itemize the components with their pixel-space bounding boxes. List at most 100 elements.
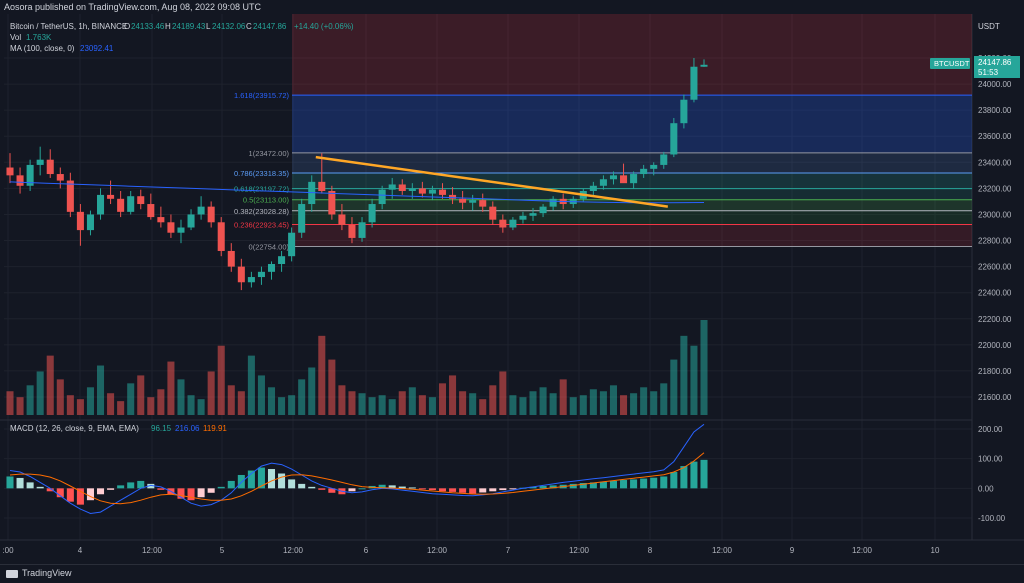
candle-body [328,190,336,215]
chart-canvas[interactable]: 1.618(23915.72) 1(23472.00) 0.786(23318.35… [0,14,1024,564]
candle-body [358,222,366,238]
macd-line-value: 216.06 [175,424,200,433]
macd-histogram-bar [499,488,507,491]
price-tick-label: 22000.00 [978,341,1012,350]
macd-tick-label: 0.00 [978,484,994,493]
candle-body [288,232,296,257]
macd-histogram-bar [227,480,235,489]
macd-histogram-bar [6,476,14,489]
macd-histogram-bar [46,488,54,492]
macd-histogram-bar [479,488,487,493]
fib-zone [292,199,972,211]
candle-body [237,266,245,283]
publisher-text: Aosora published on TradingView.com, Aug… [4,2,262,12]
volume-bar [549,393,557,415]
candle-body [26,164,34,186]
volume-bar [97,365,105,415]
macd-histogram-bar [459,488,467,493]
ohlc-close: 24147.86 [253,22,287,31]
macd-histogram-bar [589,482,597,489]
volume-bar [519,397,527,415]
ohlc-low: 24132.06 [212,22,246,31]
ma-label: MA (100, close, 0) [10,44,75,53]
candlesticks[interactable] [6,58,708,291]
volume-bar [298,379,306,415]
macd-histogram-bar [197,488,205,498]
time-tick-label: 6 [364,546,369,555]
volume-bar [137,375,145,415]
branding-text[interactable]: TradingView [22,568,72,578]
macd-histogram-bar [620,480,628,489]
ohlc-high-label: H [165,22,171,31]
macd-histogram-bar [187,488,195,501]
candle-body [640,168,648,175]
volume-bar [107,393,115,415]
ohlc-close-label: C [246,22,252,31]
macd-histogram-bar [26,482,34,489]
volume-bar [620,395,628,415]
time-tick-label: 9 [790,546,795,555]
candle-body [66,180,74,212]
macd-histogram-bar [449,488,457,492]
macd-histogram-bar [640,478,648,489]
macd-histogram-bar [328,488,336,493]
candle-body [16,175,24,186]
volume-bar [529,391,537,415]
volume-bar [117,401,125,415]
time-tick-label: 12:00 [569,546,590,555]
ma-value: 23092.41 [80,44,114,53]
volume-bar [278,397,286,415]
volume-bar [579,395,587,415]
volume-bar [227,385,235,415]
volume-bar [499,371,507,415]
tradingview-logo-icon [6,570,18,578]
macd-histogram-bar [539,485,547,489]
volume-bar [398,391,406,415]
bar-countdown: 51:53 [978,68,999,77]
candle-body [650,164,658,169]
price-tick-label: 23800.00 [978,106,1012,115]
volume-bar [358,393,366,415]
candle-body [489,206,497,220]
volume-bar [700,320,708,415]
fibonacci-retracement[interactable]: 1.618(23915.72) 1(23472.00) 0.786(23318.35… [234,14,972,252]
volume-bars [6,320,708,415]
volume-bar [217,345,225,415]
fib-level-label: 0.382(23028.28) [234,207,290,216]
macd-histogram-bar [308,486,316,489]
candle-body [620,175,628,184]
candle-body [267,264,276,272]
candle-body [6,167,14,176]
volume-bar [378,395,386,415]
macd-histogram-bar [469,488,477,494]
volume-bar [86,387,94,415]
volume-bar [569,397,577,415]
volume-bar [559,379,567,415]
candle-body [539,206,547,214]
candle-body [609,175,617,180]
macd-histogram-bar [529,486,537,489]
fib-level-label: 0.786(23318.35) [234,169,290,178]
volume-bar [56,379,64,415]
macd-histogram-bar [56,488,64,498]
candle-body [428,189,436,194]
candle-body [469,200,477,203]
candle-body [519,215,527,220]
trendline[interactable] [315,155,669,208]
macd-histogram-bar [16,477,24,489]
macd-tick-label: 100.00 [978,455,1003,464]
time-tick-label: 12:00 [142,546,163,555]
candle-body [338,214,346,225]
candle-body [56,174,64,181]
price-tick-label: 23000.00 [978,210,1012,219]
fib-level-label: 0.5(23113.00) [243,196,290,205]
volume-bar [267,387,276,415]
macd-histogram-bar [398,486,406,489]
volume-label: Vol [10,33,21,42]
candle-body [499,219,507,228]
volume-bar [509,395,517,415]
candle-body [418,188,426,194]
time-tick-label: :00 [2,546,14,555]
macd-histogram-bar [660,476,668,489]
volume-bar [438,383,447,415]
